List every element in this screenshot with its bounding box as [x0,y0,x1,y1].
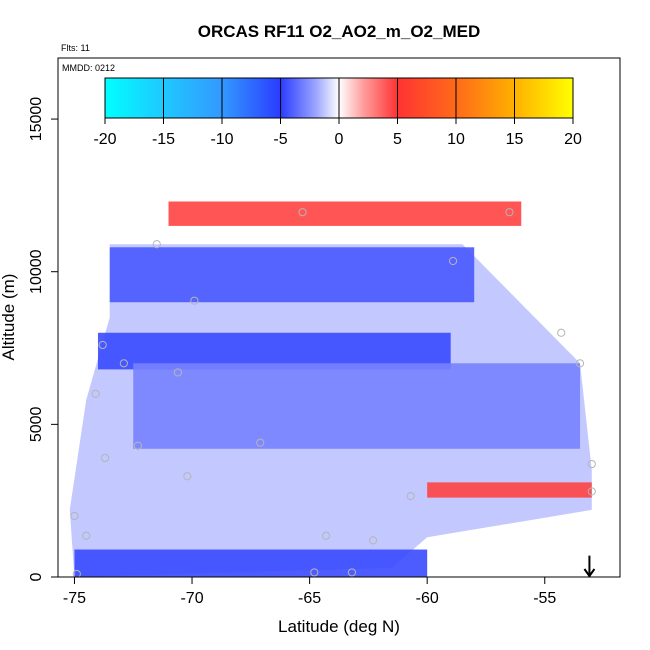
flight-point-12 [133,441,143,450]
x-axis-label: Latitude (deg N) [278,617,400,636]
colorbar-tick-label: -20 [93,131,116,148]
colorbar-tick-label: 10 [447,131,465,148]
heatmap-region-layer [69,201,592,577]
colorbar-tick-label: 20 [564,131,582,148]
heatmap-region-1 [109,247,475,303]
arrow-head [583,568,596,578]
heatmap-region-5 [168,201,522,226]
flight-point-7 [98,340,107,350]
heatmap-region-3 [133,363,581,449]
flight-point-20 [82,531,91,540]
y-tick-label: 15000 [28,97,45,142]
y-tick-label: 5000 [28,406,45,442]
arrow-marker [583,555,596,578]
flight-point-2 [505,208,514,217]
colorbar-tick-label: 15 [506,131,524,148]
flight-point-14 [100,453,110,463]
x-tick-label: -70 [180,590,203,607]
flight-point-layer [70,208,596,577]
flight-point-9 [173,368,183,377]
colorbar-tick-label: 5 [393,131,402,148]
flight-point-4 [448,256,458,266]
flight-point-17 [587,487,596,496]
x-axis: -75 -70 -65 -60 -55 [63,577,556,607]
colorbar-tick-label: -5 [273,131,287,148]
flight-point-22 [368,536,378,545]
flight-point-8 [119,359,128,368]
y-tick-label: 10000 [28,249,45,294]
colorbar-tick-label: 0 [335,131,344,148]
colorbar: -20 -15 -10 -5 0 5 10 15 20 [93,77,582,148]
flight-point-3 [152,240,161,249]
flight-point-6 [557,328,566,337]
flight-point-15 [183,472,192,481]
flight-point-11 [91,389,100,398]
x-tick-label: -75 [63,590,86,607]
flight-point-19 [70,511,79,521]
flight-point-23 [310,568,319,577]
y-axis: 0 5000 10000 15000 [28,97,58,581]
flight-point-5 [190,296,199,305]
x-tick-label: -55 [533,590,556,607]
flight-point-24 [347,568,357,577]
date-annotation: MMDD: 0212 [62,63,115,73]
colorbar-tick-label: -10 [210,131,233,148]
heatmap-region-4 [74,549,428,577]
flights-annotation: Flts: 11 [61,43,90,53]
y-tick-label: 0 [28,572,45,581]
x-tick-label: -65 [298,590,321,607]
colorbar-tick-label: -15 [152,131,175,148]
x-tick-label: -60 [416,590,439,607]
heatmap-region-6 [427,482,592,498]
flight-point-25 [72,569,81,577]
flight-point-1 [298,208,307,217]
y-axis-label: Altitude (m) [0,274,18,361]
flight-point-21 [321,531,331,540]
flight-point-18 [406,491,415,501]
plot-frame [57,57,621,578]
flight-point-10 [575,359,585,368]
chart-title: ORCAS RF11 O2_AO2_m_O2_MED [198,22,481,41]
flight-point-13 [256,438,265,447]
flight-point-16 [587,459,596,469]
